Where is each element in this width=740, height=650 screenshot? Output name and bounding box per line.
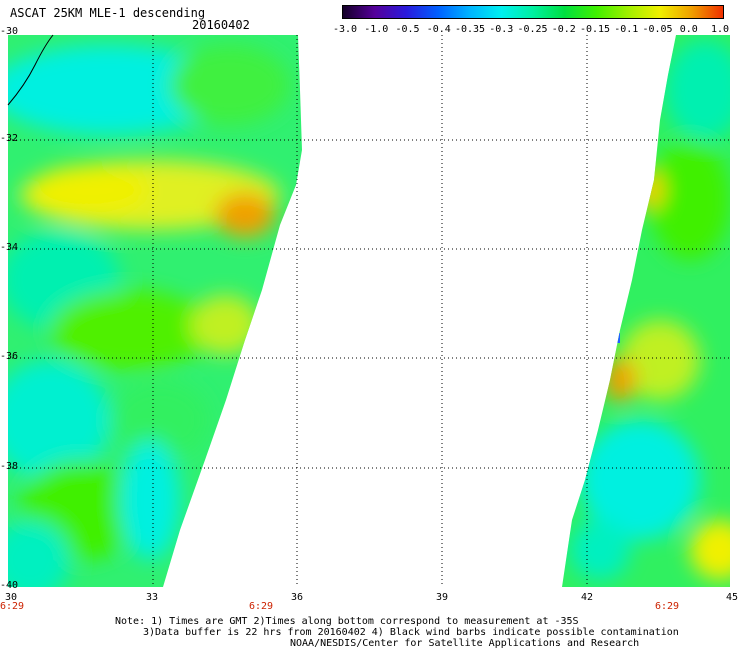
left-swath <box>8 35 302 587</box>
color-bar-label: 0.0 <box>679 24 698 35</box>
color-bar-label: -0.15 <box>579 24 611 35</box>
lon-label: 39 <box>436 592 449 603</box>
map-date: 20160402 <box>192 18 250 32</box>
lat-label: -34 <box>0 242 19 253</box>
note-line-1: Note: 1) Times are GMT 2)Times along bot… <box>115 616 579 627</box>
color-bar-label: -0.35 <box>454 24 486 35</box>
lon-label: 36 <box>291 592 304 603</box>
lat-label: -38 <box>0 461 19 472</box>
color-bar-label: -3.0 <box>332 24 358 35</box>
coastline <box>7 34 54 106</box>
lat-label: -40 <box>0 580 19 591</box>
note-line-2: 3)Data buffer is 22 hrs from 20160402 4)… <box>143 627 679 638</box>
note-line-3: NOAA/NESDIS/Center for Satellite Applica… <box>290 638 640 649</box>
color-bar-label: -0.3 <box>489 24 514 35</box>
color-bar-label: -0.4 <box>426 24 451 35</box>
map-title: ASCAT 25KM MLE-1 descending <box>10 6 206 20</box>
color-bar-label: 1.0 <box>710 24 730 35</box>
lon-label: 42 <box>581 592 594 603</box>
color-bar-label: -0.05 <box>642 24 673 35</box>
color-bar-label: -0.25 <box>517 24 548 35</box>
color-bar-label: -1.0 <box>364 24 389 35</box>
lat-label: -30 <box>0 26 19 37</box>
time-label: 6:29 <box>0 601 25 612</box>
lon-label: 30 <box>5 592 18 603</box>
lat-label: -32 <box>0 133 19 144</box>
color-bar-label: -0.5 <box>395 24 420 35</box>
time-label: 6:29 <box>249 601 274 612</box>
time-label: 6:29 <box>655 601 680 612</box>
color-bar <box>342 5 724 19</box>
grid-lines <box>8 35 732 587</box>
color-bar-label: -0.2 <box>551 24 576 35</box>
lat-label: -36 <box>0 351 19 362</box>
lon-label: 33 <box>146 592 159 603</box>
lon-label: 45 <box>726 592 739 603</box>
color-bar-label: -0.1 <box>614 24 639 35</box>
